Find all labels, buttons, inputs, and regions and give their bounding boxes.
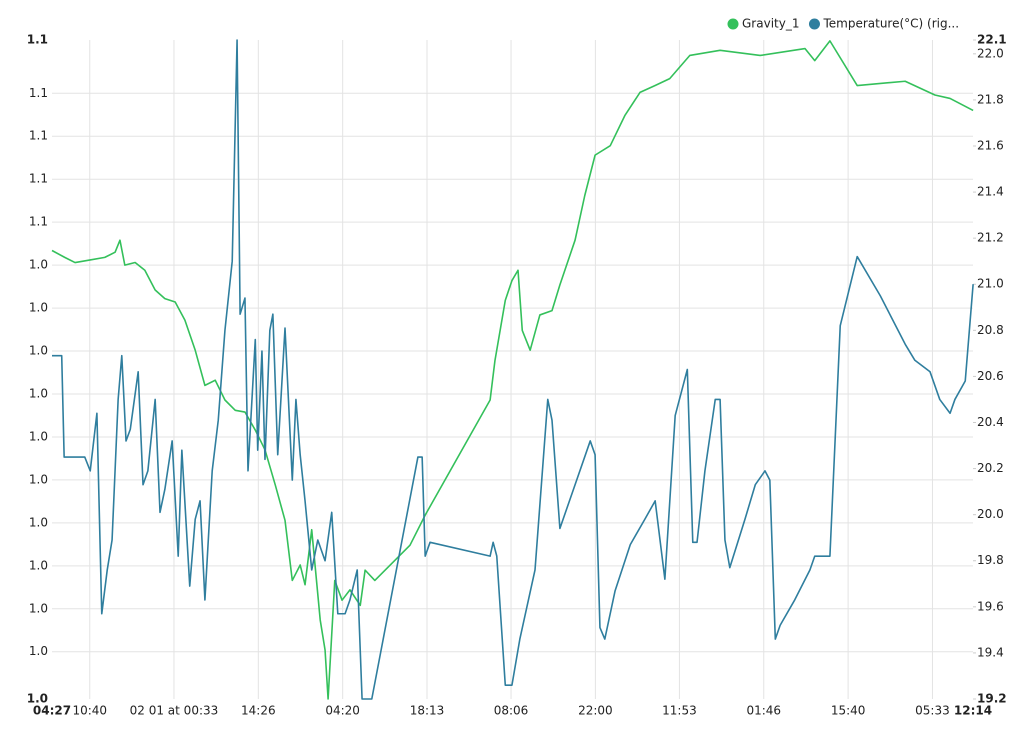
x-tick-label: 04:20 [325, 704, 360, 718]
y2-tick-label: 19.6 [977, 599, 1004, 613]
x-tick-label: 22:00 [578, 704, 613, 718]
x-tick-label: 04:27 [33, 704, 71, 718]
legend-label: Temperature(°C) (rig... [822, 17, 959, 31]
y-tick-label: 1.0 [29, 472, 48, 486]
x-tick-label: 02 01 at 00:33 [130, 704, 219, 718]
y-tick-label: 1.0 [29, 515, 48, 529]
y2-tick-label: 21.0 [977, 277, 1004, 291]
x-tick-label: 12:14 [954, 704, 992, 718]
y2-tick-label: 20.0 [977, 507, 1004, 521]
y2-tick-label: 21.4 [977, 185, 1004, 199]
y-tick-label: 1.0 [29, 386, 48, 400]
x-tick-label: 15:40 [831, 704, 866, 718]
x-tick-label: 18:13 [410, 704, 445, 718]
y-tick-label: 1.0 [29, 644, 48, 658]
legend-label: Gravity_1 [742, 17, 799, 31]
legend-marker [808, 18, 820, 30]
y-tick-label: 1.1 [27, 33, 48, 47]
y-tick-label: 1.1 [29, 215, 48, 229]
data-line [52, 39, 974, 700]
y2-tick-label: 19.8 [977, 553, 1004, 567]
x-tick-label: 14:26 [241, 704, 276, 718]
y2-tick-label: 21.8 [977, 92, 1004, 106]
y2-tick-label: 20.4 [977, 415, 1004, 429]
y-tick-label: 1.1 [29, 129, 48, 143]
y-tick-label: 1.1 [29, 172, 48, 186]
y-tick-label: 1.0 [29, 601, 48, 615]
y-tick-label: 1.0 [29, 258, 48, 272]
y-tick-label: 1.0 [29, 301, 48, 315]
y2-tick-label: 21.2 [977, 231, 1004, 245]
y2-tick-label: 19.2 [977, 692, 1007, 706]
y2-tick-label: 21.6 [977, 138, 1004, 152]
data-line [51, 40, 974, 700]
x-tick-label: 11:53 [662, 704, 697, 718]
x-tick-label: 10:40 [72, 704, 107, 718]
y2-tick-label: 22.0 [977, 46, 1004, 60]
x-tick-label: 01:46 [746, 704, 781, 718]
x-tick-label: 08:06 [494, 704, 529, 718]
legend-marker [727, 18, 739, 30]
y2-tick-label: 20.8 [977, 323, 1004, 337]
x-tick-label: 05:33 [915, 704, 950, 718]
y-tick-label: 1.0 [27, 692, 48, 706]
y-tick-label: 1.1 [29, 86, 48, 100]
y2-tick-label: 19.4 [977, 645, 1004, 659]
y2-tick-label: 20.2 [977, 461, 1004, 475]
y-tick-label: 1.0 [29, 558, 48, 572]
y-tick-label: 1.0 [29, 429, 48, 443]
y2-tick-label: 20.6 [977, 369, 1004, 383]
y-tick-label: 1.0 [29, 344, 48, 358]
y2-tick-label: 22.1 [977, 33, 1007, 47]
